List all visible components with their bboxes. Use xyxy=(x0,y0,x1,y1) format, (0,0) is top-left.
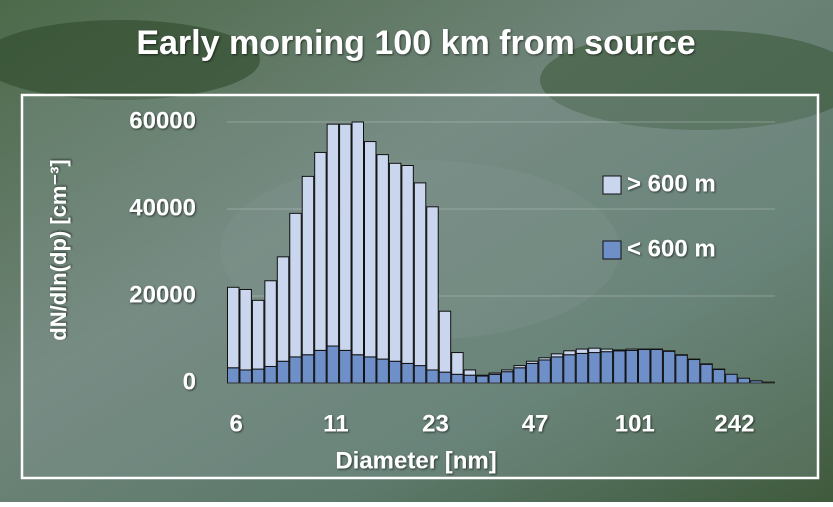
x-tick-label: 23 xyxy=(422,410,449,437)
bar xyxy=(464,375,475,383)
bar xyxy=(539,358,550,360)
bar xyxy=(277,257,288,361)
bar xyxy=(551,357,562,383)
bar xyxy=(564,351,575,355)
chart-title: Early morning 100 km from source xyxy=(136,24,695,62)
bar xyxy=(315,350,326,383)
bar xyxy=(302,355,313,383)
bar xyxy=(427,207,438,370)
bar xyxy=(713,370,724,383)
bar xyxy=(601,352,612,383)
bar xyxy=(327,346,338,383)
bar xyxy=(452,353,463,375)
bar xyxy=(389,163,400,361)
bar xyxy=(290,357,301,383)
y-axis-label: dN/dln(dp) [cm⁻³] xyxy=(46,159,71,340)
bar xyxy=(551,354,562,357)
bar xyxy=(626,350,637,383)
bar xyxy=(265,281,276,367)
bar xyxy=(365,142,376,357)
bar xyxy=(265,366,276,383)
bar xyxy=(514,366,525,368)
bar xyxy=(489,373,500,374)
bar xyxy=(614,350,625,351)
bar xyxy=(402,363,413,383)
bar xyxy=(589,348,600,352)
bar xyxy=(651,350,662,383)
x-tick-label: 242 xyxy=(714,410,754,437)
bar xyxy=(228,287,239,367)
bar xyxy=(327,124,338,346)
bar xyxy=(738,378,749,383)
bar xyxy=(240,289,251,369)
y-tick-label: 20000 xyxy=(129,281,196,308)
y-tick-label: 0 xyxy=(183,368,196,395)
bar xyxy=(439,372,450,383)
bar xyxy=(277,361,288,383)
bar xyxy=(389,361,400,383)
bar xyxy=(489,374,500,383)
bar xyxy=(414,183,425,366)
bar xyxy=(252,300,263,369)
bar xyxy=(427,370,438,383)
bar xyxy=(526,363,537,383)
bar xyxy=(365,357,376,383)
legend-swatch xyxy=(603,176,621,194)
bar xyxy=(576,353,587,383)
bar xyxy=(340,350,351,383)
bar xyxy=(589,353,600,383)
bar xyxy=(502,370,513,372)
bar xyxy=(352,355,363,383)
bar xyxy=(290,213,301,357)
bar xyxy=(539,360,550,383)
bar xyxy=(377,155,388,359)
bar xyxy=(639,350,650,383)
bar xyxy=(439,311,450,372)
bar xyxy=(302,176,313,354)
bar xyxy=(402,166,413,364)
bar xyxy=(663,351,674,383)
bar xyxy=(726,374,737,383)
bar xyxy=(676,355,687,383)
x-axis-label: Diameter [nm] xyxy=(335,447,496,474)
bar xyxy=(576,349,587,353)
legend-label: < 600 m xyxy=(627,235,716,262)
bar xyxy=(252,369,263,383)
bar xyxy=(477,376,488,383)
legend-label: > 600 m xyxy=(627,170,716,197)
x-tick-label: 101 xyxy=(615,410,655,437)
bar xyxy=(464,370,475,375)
bar xyxy=(502,372,513,383)
bar xyxy=(614,351,625,383)
bar xyxy=(228,368,239,383)
bar xyxy=(688,360,699,383)
bar xyxy=(315,152,326,350)
bar xyxy=(626,349,637,350)
x-tick-label: 47 xyxy=(522,410,549,437)
legend-swatch xyxy=(603,241,621,259)
bar xyxy=(414,366,425,383)
bar xyxy=(352,122,363,355)
bar xyxy=(526,361,537,363)
x-tick-label: 11 xyxy=(323,410,348,437)
bar xyxy=(377,359,388,383)
y-tick-label: 60000 xyxy=(129,107,196,134)
bar xyxy=(601,349,612,352)
bar xyxy=(340,124,351,350)
bar xyxy=(477,375,488,376)
bar xyxy=(240,370,251,383)
bar xyxy=(452,374,463,383)
bar xyxy=(564,355,575,383)
y-tick-label: 40000 xyxy=(129,194,196,221)
x-tick-label: 6 xyxy=(230,410,243,437)
bar xyxy=(701,364,712,383)
bar xyxy=(514,368,525,383)
chart: Early morning 100 km from source Diamete… xyxy=(0,0,833,502)
